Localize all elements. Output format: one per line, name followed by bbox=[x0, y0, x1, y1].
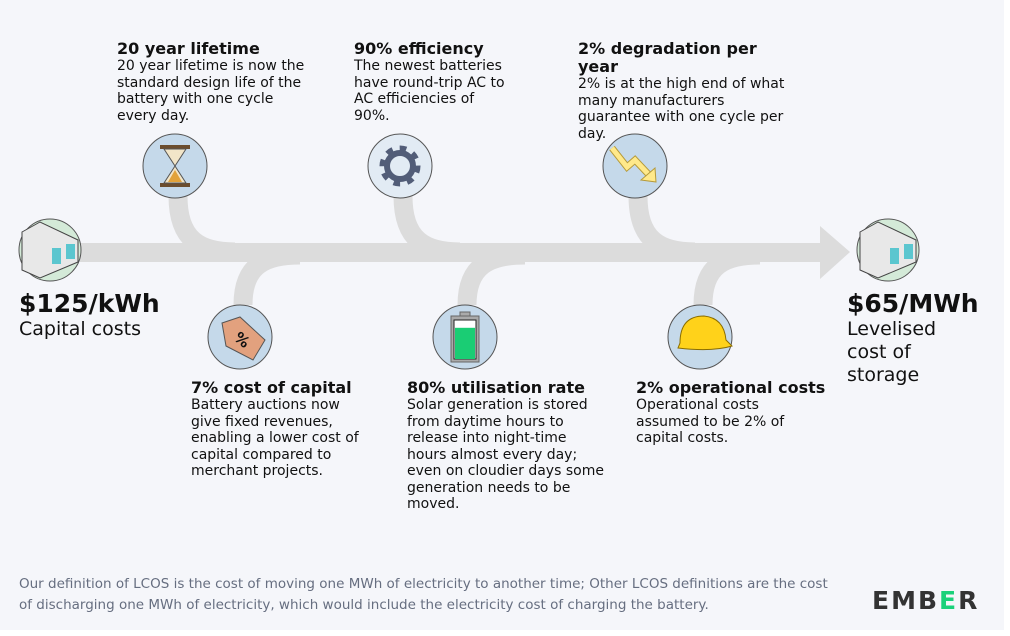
ember-logo: EMBER bbox=[872, 586, 979, 615]
lcos-label-2: cost of bbox=[847, 341, 911, 363]
factor-utilisation: 80% utilisation rate Solar generation is… bbox=[407, 379, 607, 513]
factor-efficiency: 90% efficiency The newest batteries have… bbox=[354, 40, 514, 124]
factor-text: Solar generation is stored from daytime … bbox=[407, 397, 604, 512]
lcos-label-3: storage bbox=[847, 364, 920, 386]
factor-degradation: 2% degradation per year 2% is at the hig… bbox=[578, 40, 793, 142]
lcos-label-1: Levelised bbox=[847, 318, 937, 340]
connector-cost-of-capital bbox=[233, 245, 301, 306]
lcos-definition-footnote: Our definition of LCOS is the cost of mo… bbox=[19, 576, 828, 613]
main-arrow-shaft bbox=[80, 243, 822, 262]
factor-title: 2% operational costs bbox=[636, 378, 826, 397]
logo-accent-letter: E bbox=[939, 586, 959, 615]
factor-title: 2% degradation per year bbox=[578, 39, 757, 76]
factor-text: 20 year lifetime is now the standard des… bbox=[117, 58, 305, 124]
connector-utilisation bbox=[457, 245, 526, 306]
factor-title: 80% utilisation rate bbox=[407, 378, 585, 397]
factor-text: The newest batteries have round-trip AC … bbox=[354, 58, 505, 124]
percent-tag-icon: % bbox=[207, 304, 273, 370]
lcos-value: $65/MWh bbox=[847, 289, 979, 318]
factor-title: 20 year lifetime bbox=[117, 39, 260, 58]
battery-container-icon bbox=[18, 218, 82, 282]
logo-text: EMB bbox=[872, 586, 940, 615]
gear-icon bbox=[367, 133, 433, 199]
factor-cost-of-capital: 7% cost of capital Battery auctions now … bbox=[191, 379, 359, 480]
main-arrow-head bbox=[820, 226, 850, 279]
hourglass-icon bbox=[142, 133, 208, 199]
factor-operational: 2% operational costs Operational costs a… bbox=[636, 379, 826, 447]
factor-text: 2% is at the high end of what many manuf… bbox=[578, 76, 785, 142]
hard-hat-icon bbox=[667, 304, 733, 370]
factor-title: 7% cost of capital bbox=[191, 378, 352, 397]
capital-cost-label: Capital costs bbox=[19, 318, 141, 340]
connector-operational bbox=[693, 245, 761, 306]
capital-cost-value: $125/kWh bbox=[19, 289, 160, 318]
factor-text: Battery auctions now give fixed revenues… bbox=[191, 397, 359, 479]
downward-trend-arrow-icon bbox=[602, 133, 668, 199]
battery-icon bbox=[432, 304, 498, 370]
storage-container-icon bbox=[856, 218, 920, 282]
factor-lifetime: 20 year lifetime 20 year lifetime is now… bbox=[117, 40, 307, 124]
battery-charge-level bbox=[455, 327, 475, 359]
logo-text-end: R bbox=[958, 586, 980, 615]
factor-text: Operational costs assumed to be 2% of ca… bbox=[636, 397, 785, 446]
factor-title: 90% efficiency bbox=[354, 39, 484, 58]
